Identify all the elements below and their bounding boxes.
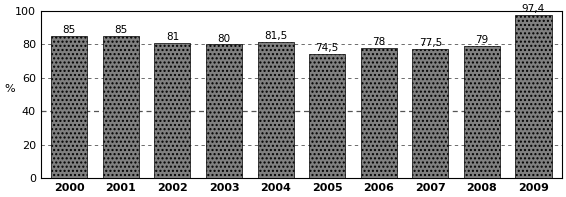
Text: 79: 79 (475, 35, 488, 45)
Text: 81,5: 81,5 (264, 31, 287, 41)
Text: 85: 85 (114, 25, 127, 35)
Bar (361, 48, 397, 178)
Text: 85: 85 (63, 25, 76, 35)
Bar (155, 43, 191, 178)
Bar (206, 44, 242, 178)
Bar (258, 42, 294, 178)
Bar (516, 15, 551, 178)
Text: 74,5: 74,5 (315, 43, 339, 53)
Text: 81: 81 (166, 32, 179, 42)
Bar (103, 36, 139, 178)
Text: 77,5: 77,5 (419, 38, 442, 48)
Bar (412, 48, 448, 178)
Text: 80: 80 (217, 33, 230, 44)
Bar (464, 46, 500, 178)
Bar (309, 54, 345, 178)
Bar (51, 36, 87, 178)
Text: 97,4: 97,4 (522, 5, 545, 15)
Y-axis label: %: % (4, 85, 15, 95)
Text: 78: 78 (372, 37, 385, 47)
